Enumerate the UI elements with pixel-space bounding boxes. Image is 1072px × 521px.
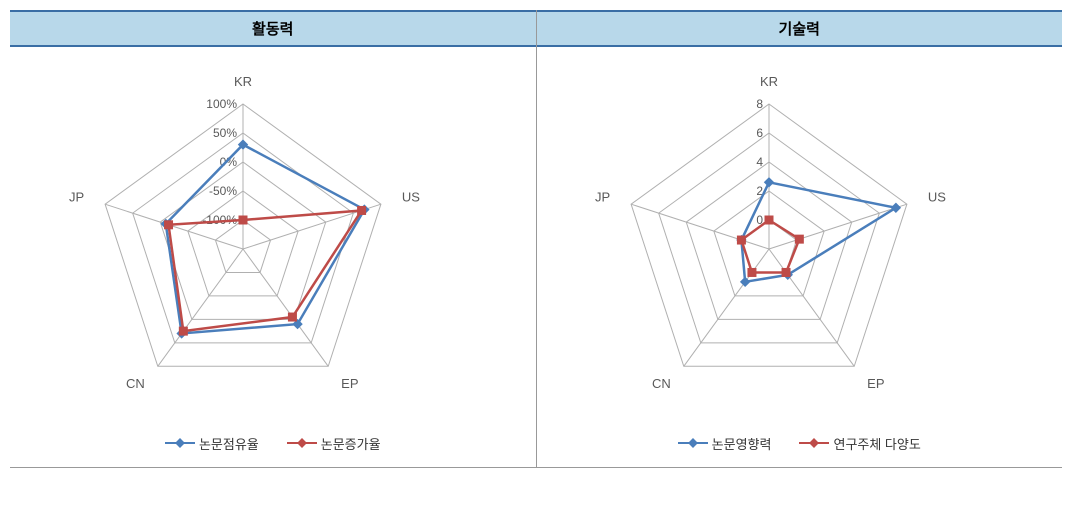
legend-marker-diamond [678, 442, 708, 444]
svg-text:6: 6 [757, 126, 764, 140]
svg-text:JP: JP [69, 189, 84, 204]
svg-text:KR: KR [234, 74, 252, 89]
chart-container: 활동력 KRUSEPCNJP-100%-50%0%50%100% 논문점유율 논… [10, 10, 1062, 468]
svg-text:US: US [402, 189, 420, 204]
legend-label: 논문영향력 [712, 434, 772, 453]
svg-text:CN: CN [126, 376, 145, 391]
svg-text:JP: JP [595, 189, 610, 204]
legend-technology: 논문영향력 연구주체 다양도 [678, 424, 921, 467]
svg-text:8: 8 [757, 97, 764, 111]
legend-label: 연구주체 다양도 [833, 434, 920, 453]
legend-marker-diamond [165, 442, 195, 444]
legend-marker-square [799, 442, 829, 444]
panel-technology: 기술력 KRUSEPCNJP02468 논문영향력 연구주체 다양도 [537, 10, 1063, 467]
legend-marker-square [287, 442, 317, 444]
svg-text:EP: EP [341, 376, 358, 391]
radar-chart-technology: KRUSEPCNJP02468 논문영향력 연구주체 다양도 [537, 47, 1063, 467]
panel-activity: 활동력 KRUSEPCNJP-100%-50%0%50%100% 논문점유율 논… [10, 10, 537, 467]
radar-svg: KRUSEPCNJP02468 [569, 54, 1029, 424]
legend-item: 논문점유율 [165, 434, 259, 453]
legend-item: 논문증가율 [287, 434, 381, 453]
svg-text:4: 4 [757, 155, 764, 169]
svg-text:50%: 50% [213, 126, 237, 140]
svg-text:CN: CN [652, 376, 671, 391]
panel-header-activity: 활동력 [10, 10, 536, 47]
legend-item: 논문영향력 [678, 434, 772, 453]
svg-text:-50%: -50% [209, 184, 237, 198]
svg-text:EP: EP [867, 376, 884, 391]
legend-label: 논문증가율 [321, 434, 381, 453]
legend-label: 논문점유율 [199, 434, 259, 453]
legend-activity: 논문점유율 논문증가율 [165, 424, 381, 467]
radar-chart-activity: KRUSEPCNJP-100%-50%0%50%100% 논문점유율 논문증가율 [10, 47, 536, 467]
panel-header-technology: 기술력 [537, 10, 1063, 47]
radar-svg: KRUSEPCNJP-100%-50%0%50%100% [43, 54, 503, 424]
legend-item: 연구주체 다양도 [799, 434, 920, 453]
svg-text:KR: KR [760, 74, 778, 89]
svg-text:100%: 100% [206, 97, 237, 111]
svg-text:US: US [928, 189, 946, 204]
